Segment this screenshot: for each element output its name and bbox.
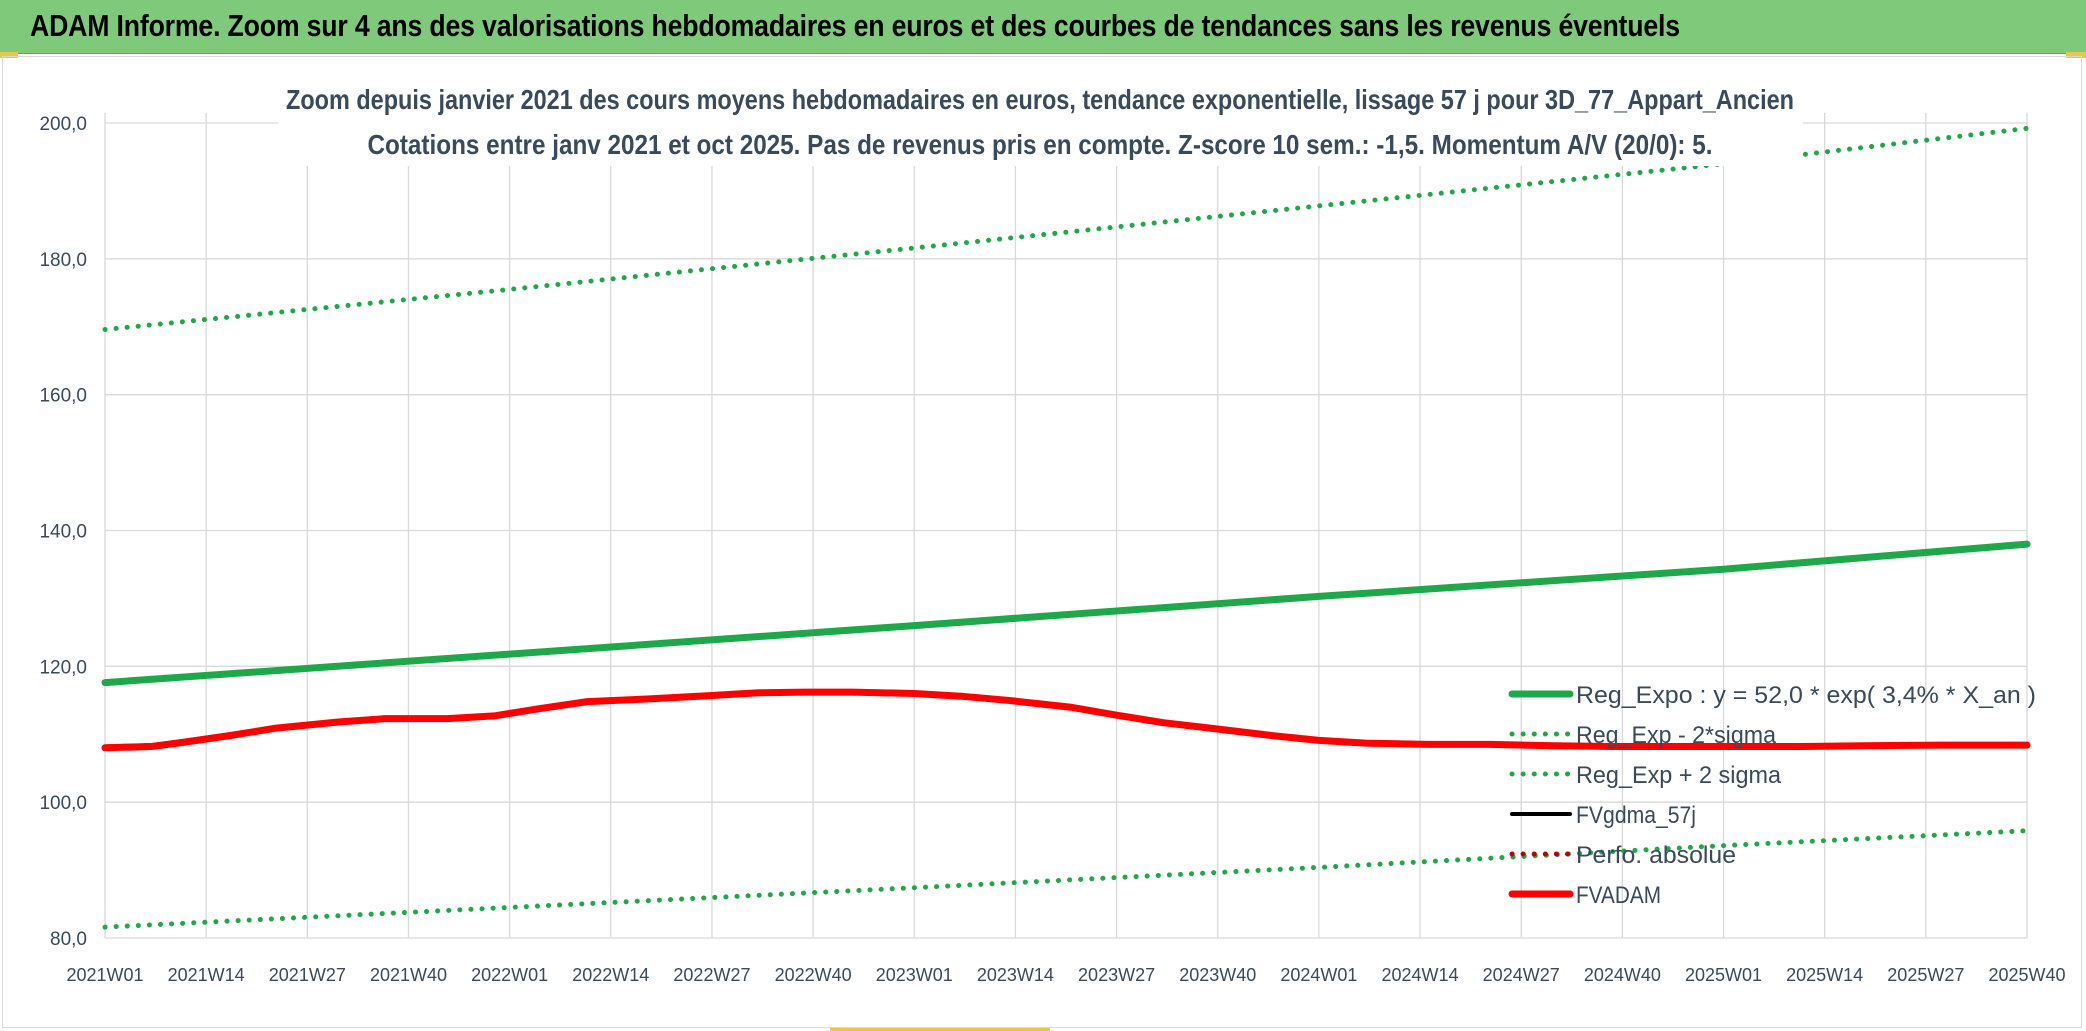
x-tick-label: 2025W27 [1887,965,1964,985]
x-tick-label: 2024W27 [1483,965,1560,985]
series-line-5 [101,688,2031,752]
series-line-0 [101,540,2031,687]
page-title: ADAM Informe. Zoom sur 4 ans des valoris… [30,8,1680,43]
y-tick-label: 180,0 [39,250,87,271]
x-tick-label: 2021W14 [168,965,245,985]
x-tick-label: 2025W01 [1685,965,1762,985]
x-tick-label: 2022W14 [572,965,649,985]
accent-bar-bottom [830,1028,1050,1031]
y-tick-label: 80,0 [50,929,87,950]
chart-frame [2,56,2082,1028]
x-tick-label: 2023W14 [977,965,1054,985]
x-tick-label: 2022W01 [471,965,548,985]
x-tick-label: 2024W14 [1382,965,1459,985]
y-tick-label: 100,0 [39,793,87,814]
x-tick-label: 2025W14 [1786,965,1863,985]
accent-bar-right [2066,52,2086,58]
x-tick-label: 2023W40 [1179,965,1256,985]
header-banner: ADAM Informe. Zoom sur 4 ans des valoris… [0,0,2086,54]
legend-label-5: FVADAM [1576,882,1661,909]
x-tick-label: 2023W27 [1078,965,1155,985]
y-tick-label: 140,0 [39,522,87,543]
x-tick-label: 2021W40 [370,965,447,985]
chart-subtitle: Cotations entre janv 2021 et oct 2025. P… [368,129,1713,160]
series-line-1 [102,828,2030,930]
legend-label-2: Reg_Exp + 2 sigma [1576,762,1782,789]
legend-label-4: Perfo. absolue [1576,842,1736,869]
x-tick-label: 2021W27 [269,965,346,985]
legend-label-0: Reg_Expo : y = 52,0 * exp( 3,4% * X_an ) [1576,682,2036,709]
legend-label-1: Reg_Exp - 2*sigma [1576,722,1777,749]
x-tick-label: 2024W40 [1584,965,1661,985]
y-tick-label: 200,0 [39,114,87,135]
y-tick-label: 120,0 [39,657,87,678]
x-tick-label: 2025W40 [1988,965,2065,985]
chart-title: Zoom depuis janvier 2021 des cours moyen… [286,84,1794,115]
legend-label-3: FVgdma_57j [1576,802,1696,829]
x-tick-label: 2024W01 [1280,965,1357,985]
y-tick-label: 160,0 [39,386,87,407]
accent-bar-left [0,52,18,58]
x-tick-label: 2021W01 [66,965,143,985]
chart-title-background [278,76,1803,166]
x-tick-label: 2022W40 [775,965,852,985]
x-tick-label: 2023W01 [876,965,953,985]
x-tick-label: 2022W27 [673,965,750,985]
